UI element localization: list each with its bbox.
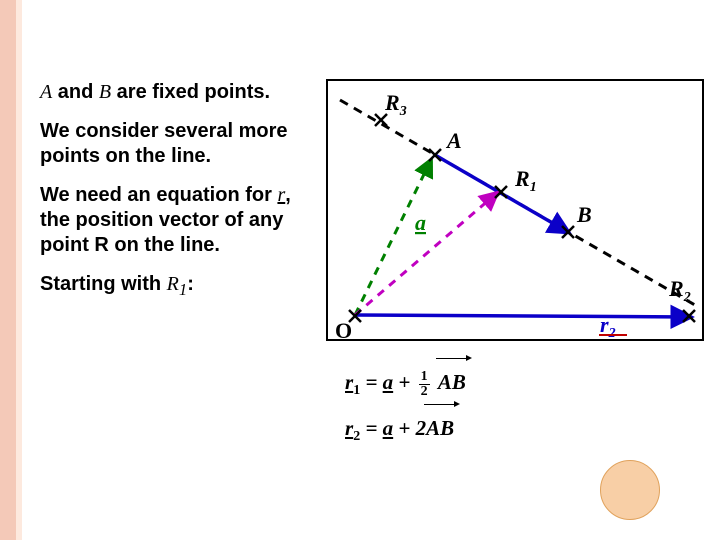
vector-r1-dash	[355, 193, 497, 315]
label-a: a	[415, 210, 426, 235]
line-starting-with: Starting with R1:	[40, 272, 325, 301]
eq-r2: r2 = a + 2AB	[345, 406, 466, 452]
label-R1: R1	[514, 166, 537, 195]
decorative-circle-icon	[600, 460, 660, 520]
label-A: A	[445, 128, 462, 153]
eq-r1: r1 = a + 12 AB	[345, 360, 466, 406]
line-consider: We consider several more points on the l…	[40, 119, 325, 169]
var-R1: R	[167, 273, 179, 295]
vector-diagram: R3 A R1 B R2 O a r2	[325, 70, 705, 350]
label-R2: R2	[668, 276, 691, 305]
var-B: B	[99, 81, 111, 103]
text-column: A and B are fixed points. We consider se…	[40, 80, 325, 315]
label-O: O	[335, 318, 352, 343]
label-B: B	[576, 202, 592, 227]
line-fixed-points: A and B are fixed points.	[40, 80, 325, 105]
left-stripe-inner	[16, 0, 22, 540]
vector-r2	[355, 315, 690, 317]
var-A: A	[40, 81, 52, 103]
left-stripe-outer	[0, 0, 16, 540]
line-equation-for-r: We need an equation for r, the position …	[40, 183, 325, 258]
label-R3: R3	[384, 90, 407, 119]
vector-a	[355, 160, 431, 315]
equations: r1 = a + 12 AB r2 = a + 2AB	[345, 360, 466, 451]
